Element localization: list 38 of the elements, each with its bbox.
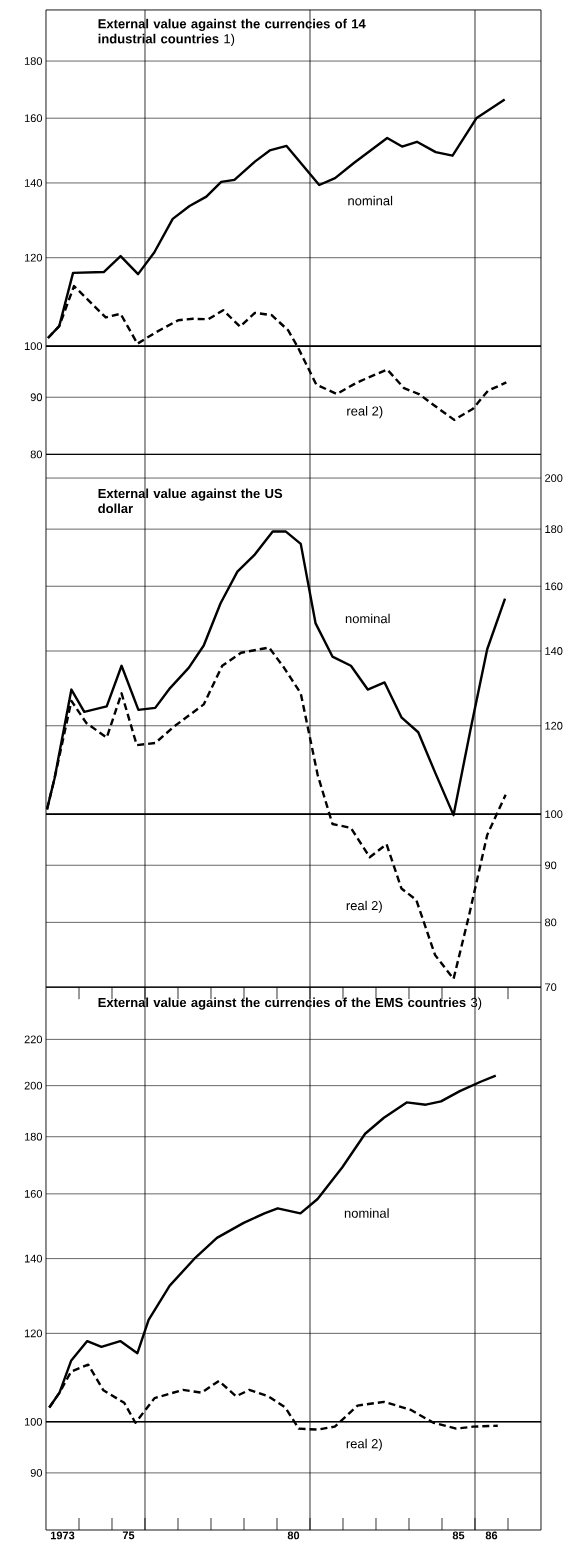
y-tick-label: 160: [24, 1189, 43, 1198]
y-tick-label: 180: [24, 57, 43, 65]
x-tick-label: 85: [452, 1531, 465, 1540]
y-tick-label: 180: [24, 1132, 43, 1141]
y-tick-label: 120: [24, 253, 43, 262]
y-tick-label: 100: [24, 1417, 43, 1426]
text: External value against the currencies of the EMS countries 3): [98, 997, 482, 1010]
series-label: nominal: [348, 195, 393, 206]
y-tick-label: 80: [30, 450, 43, 459]
y-tick-label: 100: [24, 342, 43, 351]
y2-tick-label: 200: [545, 474, 563, 482]
y-tick-label: 200: [24, 1081, 43, 1090]
y2-tick-label: 100: [545, 810, 563, 819]
y2-tick-label: 160: [545, 582, 563, 591]
text: nominal: [345, 613, 390, 624]
x-tick-label: 86: [485, 1531, 498, 1540]
text: External value against the US dollar: [98, 488, 283, 514]
series-label: real 2): [347, 406, 383, 419]
y2-tick-label: 140: [545, 647, 563, 655]
y2-tick-label: 90: [545, 861, 557, 870]
y-tick-label: 220: [24, 1035, 43, 1044]
y-tick-label: 160: [24, 114, 43, 123]
y-tick-label: 140: [24, 1254, 43, 1263]
y-tick-label: 120: [24, 1329, 43, 1338]
y2-tick-label: 120: [545, 721, 563, 730]
x-tick-label: 1973: [50, 1531, 75, 1540]
x-tick-label: 75: [122, 1531, 135, 1540]
y2-tick-label: 80: [545, 918, 557, 927]
y-tick-label: 90: [30, 393, 43, 402]
y2-tick-label: 70: [545, 983, 557, 992]
series-label: real 2): [346, 900, 382, 913]
y-tick-label: 140: [24, 179, 43, 187]
text: nominal: [344, 1208, 389, 1218]
y2-tick-label: 180: [545, 525, 563, 534]
y-tick-label: 90: [30, 1469, 43, 1477]
x-tick-label: 80: [287, 1531, 300, 1540]
series-label: real 2): [346, 1438, 382, 1451]
text: External value against the currencies of 14 industrial countries 1): [98, 18, 366, 46]
